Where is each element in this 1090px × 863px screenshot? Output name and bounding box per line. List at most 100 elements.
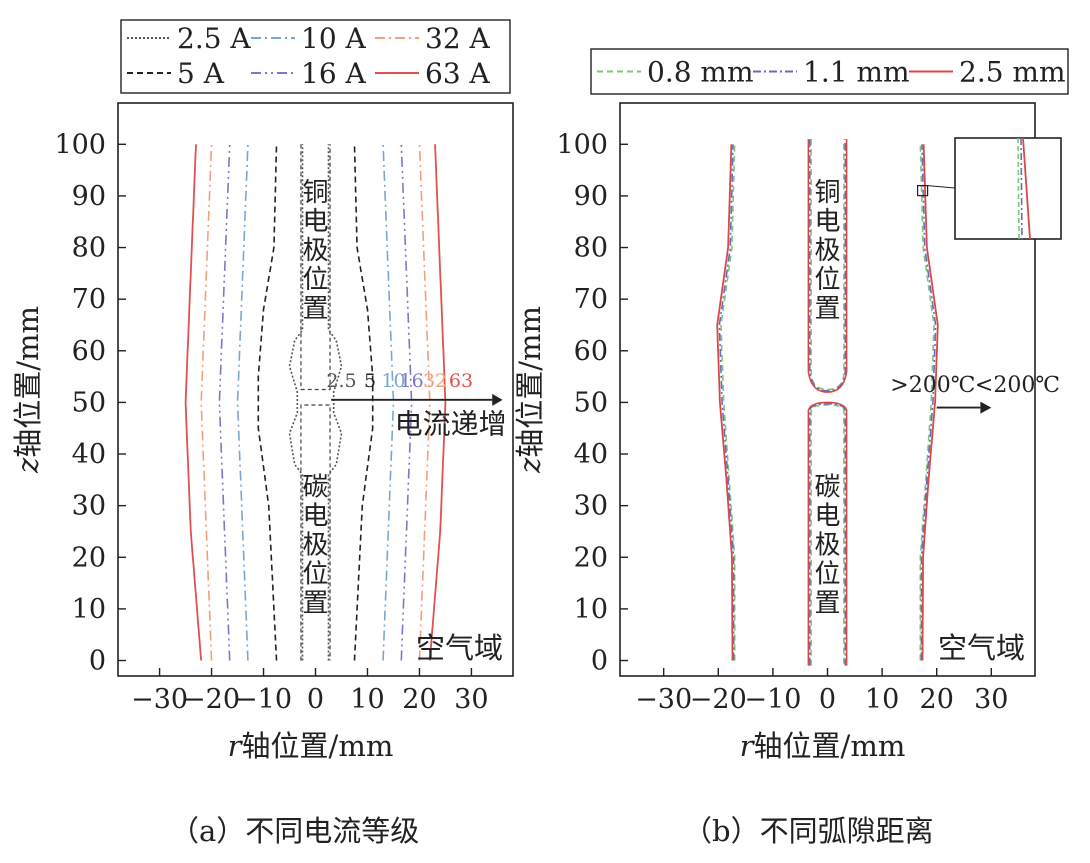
annotation-char: 铜 (302, 178, 328, 208)
annotation-char: 电 (302, 207, 328, 237)
annotation-char: 碳 (302, 472, 328, 502)
y-tick-label: 90 (574, 181, 608, 212)
line-value-label: 16 (400, 370, 424, 392)
x-tick-label: −30 (131, 684, 188, 715)
x-tick-label: 10 (350, 684, 384, 715)
x-tick-label: −30 (635, 684, 692, 715)
x-tick-label: 0 (307, 684, 324, 715)
y-tick-label: 30 (72, 491, 106, 522)
y-tick-label: 100 (556, 129, 608, 160)
legend-box (590, 48, 1069, 95)
annotation-char: 置 (814, 294, 840, 324)
y-tick-label: 80 (72, 233, 106, 264)
legend-label: 10 A (301, 22, 367, 55)
y-tick-label: 0 (591, 646, 608, 677)
annotation-char: 极 (814, 530, 840, 560)
inset-line-1.1 (1020, 137, 1023, 240)
y-tick-label: 50 (574, 387, 608, 418)
annotation-char: 电 (814, 207, 840, 237)
x-tick-label: −10 (744, 684, 801, 715)
y-tick-label: 70 (574, 284, 608, 315)
y-tick-label: 40 (72, 439, 106, 470)
x-tick-label: −20 (690, 684, 747, 715)
below-200-label: <200℃ (975, 373, 1060, 398)
line-value-label: 2.5 (326, 370, 356, 392)
series-line-2.5A (327, 144, 343, 661)
annotation-char: 置 (302, 588, 328, 618)
x-tick-label: 10 (865, 684, 899, 715)
series-line-10A (236, 144, 249, 661)
zoom-source-box (916, 184, 929, 197)
legend-label: 5 A (177, 57, 225, 90)
x-tick-label: 0 (819, 684, 836, 715)
y-tick-label: 70 (72, 284, 106, 315)
current-increase-label: 电流递增 (395, 407, 507, 440)
carbon-electrode-outline (300, 404, 331, 661)
series-line-10A (382, 144, 395, 661)
annotation-char: 极 (302, 236, 328, 266)
annotation-char: 铜 (814, 178, 840, 208)
annotation-char: 位 (302, 559, 328, 589)
annotation-char: 位 (302, 265, 328, 295)
annotation-char: 置 (302, 294, 328, 324)
y-tick-label: 50 (72, 387, 106, 418)
legend-label: 32 A (425, 22, 491, 55)
panel-a-caption: （a）不同电流等级 (170, 814, 420, 848)
legend-label: 0.8 mm (647, 56, 754, 89)
chart-panel-b: 0 10 20 30 40 50 60 70 80 90 100 −30−20−10 0 10 20 30 r轴… (513, 48, 1069, 763)
panel-b-caption: （b）不同弧隙距离 (683, 814, 934, 848)
x-axis-label: r轴位置/mm (228, 729, 394, 763)
series-line-16A (218, 144, 231, 661)
legend-box (120, 19, 511, 94)
carbon-electrode-isotherm (808, 402, 847, 666)
y-tick-label: 30 (574, 491, 608, 522)
line-value-label: 32 (423, 370, 447, 392)
above-200-label: >200℃ (890, 373, 975, 398)
series-line-1.1mm (718, 144, 735, 661)
y-tick-label: 60 (574, 336, 608, 367)
y-tick-label: 10 (72, 594, 106, 625)
legend-label: 63 A (425, 57, 491, 90)
y-axis-label: z轴位置/mm (513, 306, 547, 474)
line-value-label: 63 (449, 370, 473, 392)
series-line-0.8mm (919, 144, 935, 661)
legend-label: 1.1 mm (803, 56, 910, 89)
series-line-2.5mm (921, 144, 939, 661)
series-line-1.1mm (920, 144, 937, 661)
x-tick-label: −10 (235, 684, 292, 715)
annotation-char: 极 (302, 530, 328, 560)
carbon-electrode-isotherm (807, 401, 848, 666)
air-domain-label: 空气域 (938, 631, 1025, 665)
x-axis-label: r轴位置/mm (740, 729, 906, 763)
series-line-32A (418, 144, 431, 661)
x-tick-label: 20 (402, 684, 436, 715)
annotation-char: 位 (814, 265, 840, 295)
y-tick-label: 40 (574, 439, 608, 470)
air-domain-label: 空气域 (416, 631, 503, 665)
carbon-electrode-isotherm (810, 404, 845, 666)
temp-arrow-head (980, 401, 992, 414)
x-tick-label: −20 (183, 684, 240, 715)
legend-label: 2.5 mm (959, 56, 1066, 89)
copper-electrode-isotherm (807, 139, 848, 393)
copper-electrode-outline (300, 144, 331, 391)
zoom-inset-box (954, 137, 1062, 240)
current-arrow-head (492, 393, 503, 406)
inset-line-2.5 (1022, 137, 1031, 240)
annotation-char: 碳 (814, 472, 840, 502)
inset-line-0.8 (1017, 137, 1020, 240)
y-tick-label: 80 (574, 233, 608, 264)
x-tick-label: 30 (974, 684, 1008, 715)
y-tick-label: 20 (574, 542, 608, 573)
legend-label: 16 A (301, 57, 367, 90)
series-line-0.8mm (720, 144, 736, 661)
annotation-char: 电 (814, 501, 840, 531)
annotation-char: 位 (814, 559, 840, 589)
x-tick-label: 30 (454, 684, 488, 715)
annotation-char: 极 (814, 236, 840, 266)
series-line-63A (428, 144, 447, 661)
